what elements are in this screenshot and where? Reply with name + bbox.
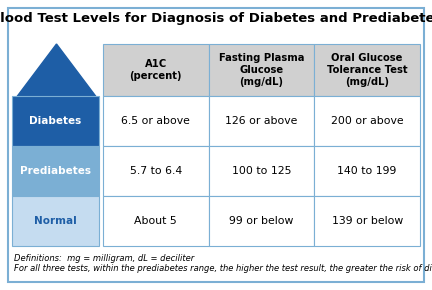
Bar: [314, 146, 420, 196]
Text: Oral Glucose
Tolerance Test
(mg/dL): Oral Glucose Tolerance Test (mg/dL): [327, 53, 407, 87]
Bar: [209, 96, 314, 146]
Text: 99 or below: 99 or below: [229, 216, 294, 226]
Bar: [103, 44, 209, 96]
Bar: [12, 196, 99, 246]
Bar: [209, 44, 314, 96]
Bar: [314, 96, 420, 146]
Text: 140 to 199: 140 to 199: [337, 166, 397, 176]
Text: A1C
(percent): A1C (percent): [130, 59, 182, 81]
Text: 5.7 to 6.4: 5.7 to 6.4: [130, 166, 182, 176]
Text: For all three tests, within the prediabetes range, the higher the test result, t: For all three tests, within the prediabe…: [14, 264, 432, 273]
Bar: [103, 96, 209, 146]
Bar: [314, 196, 420, 246]
Bar: [12, 96, 99, 146]
Text: Fasting Plasma
Glucose
(mg/dL): Fasting Plasma Glucose (mg/dL): [219, 53, 304, 87]
Text: 200 or above: 200 or above: [331, 116, 403, 126]
Text: Prediabetes: Prediabetes: [20, 166, 91, 176]
Text: Definitions:  mg = milligram, dL = deciliter: Definitions: mg = milligram, dL = decili…: [14, 254, 194, 263]
Polygon shape: [14, 44, 99, 246]
Bar: [12, 146, 99, 196]
Text: 139 or below: 139 or below: [331, 216, 403, 226]
Bar: [103, 146, 209, 196]
Text: 126 or above: 126 or above: [226, 116, 298, 126]
Bar: [103, 196, 209, 246]
Bar: [209, 146, 314, 196]
Text: 6.5 or above: 6.5 or above: [121, 116, 190, 126]
Text: Diabetes: Diabetes: [29, 116, 82, 126]
Text: About 5: About 5: [134, 216, 177, 226]
Bar: [314, 44, 420, 96]
Text: 100 to 125: 100 to 125: [232, 166, 291, 176]
Text: Blood Test Levels for Diagnosis of Diabetes and Prediabetes: Blood Test Levels for Diagnosis of Diabe…: [0, 12, 432, 25]
Bar: [209, 196, 314, 246]
Text: Normal: Normal: [34, 216, 77, 226]
